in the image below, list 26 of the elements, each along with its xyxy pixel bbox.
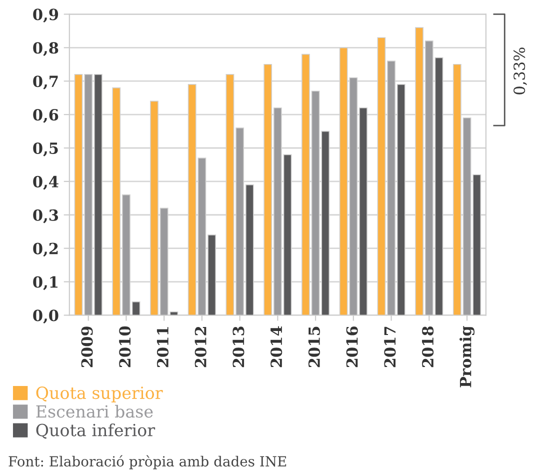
x-tick-label: 2018 [422,326,434,368]
x-tick-label: 2009 [81,326,93,368]
y-tick-label: 0,5 [33,142,58,156]
legend-label: Escenari base [36,404,153,418]
x-tick-label: 2011 [156,327,169,368]
y-tick-label: 0,6 [33,109,58,123]
x-tick-label: 2015 [308,326,320,368]
x-tick-label: 2012 [194,327,206,368]
y-tick-label: 0,7 [33,76,58,90]
y-tick-label: 0,8 [33,42,58,56]
text: 0,33% [514,48,527,94]
legend-label: Quota inferior [36,423,156,439]
x-tick-label: 2016 [346,326,358,368]
y-tick-label: 0,9 [33,8,58,23]
x-tick-label: Promig [460,326,475,388]
x-tick-label: 2017 [384,326,396,368]
x-tick-label: 2014 [270,326,282,368]
legend-label: Quota superior [36,386,163,402]
y-tick-label: 0,4 [33,176,58,190]
y-tick-label: 0,3 [33,209,58,224]
x-tick-label: 2010 [119,326,131,368]
y-tick-label: 0,2 [33,242,58,257]
y-tick-label: 0,1 [33,276,58,290]
x-tick-label: 2013 [232,326,244,368]
text: Font: Elaboració pròpia amb dades INE [8,455,286,470]
y-tick-label: 0,0 [33,310,58,324]
